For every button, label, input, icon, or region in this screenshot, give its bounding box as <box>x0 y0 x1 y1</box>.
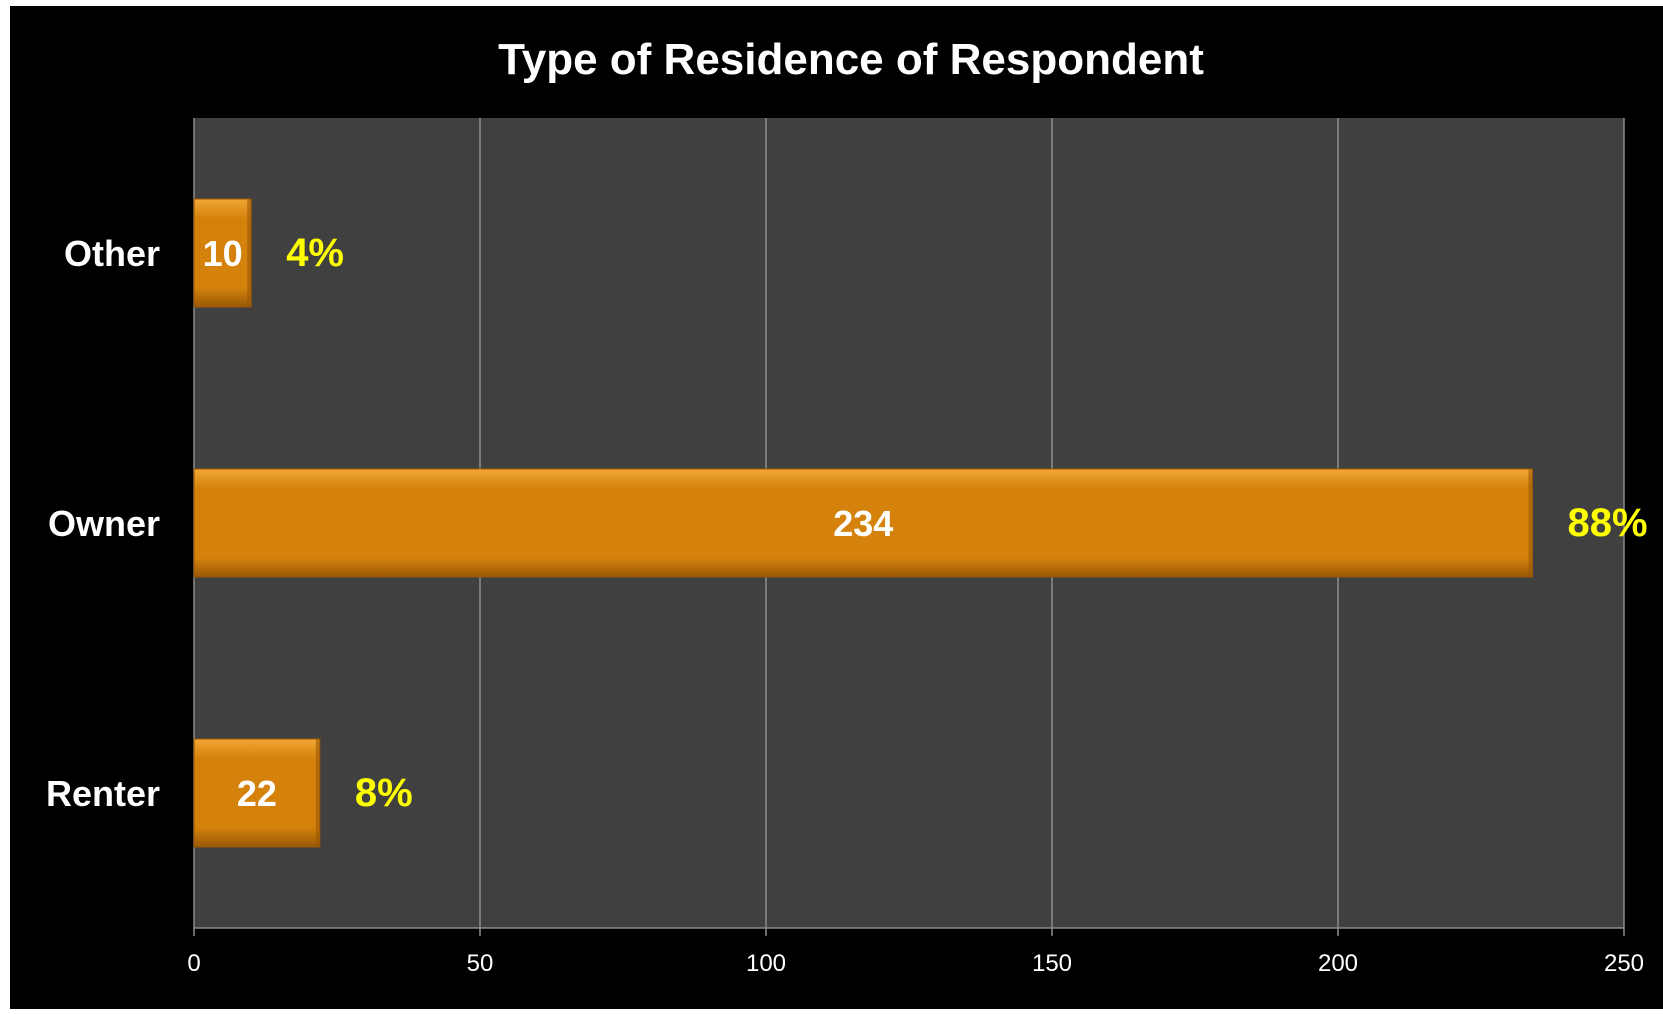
x-tick-label: 250 <box>1604 950 1644 977</box>
x-tick-label: 150 <box>1032 950 1072 977</box>
x-tick-label: 200 <box>1318 950 1358 977</box>
category-labels: Other Owner Renter <box>46 233 160 814</box>
bar-bevel <box>315 739 320 847</box>
x-tick-label: 50 <box>467 950 494 977</box>
bar-value-label: 10 <box>203 233 243 274</box>
category-label: Other <box>64 233 160 274</box>
x-tick-label: 100 <box>746 950 786 977</box>
bar-bevel <box>1528 469 1533 577</box>
bar-value-label: 22 <box>237 773 277 814</box>
bar <box>193 198 252 308</box>
bars: 10 4% 234 88% 22 8% <box>193 198 1648 848</box>
x-tick-label: 0 <box>187 950 200 977</box>
bar-percent-label: 88% <box>1567 501 1647 545</box>
bar <box>193 468 1533 578</box>
bar-percent-label: 4% <box>286 231 344 275</box>
bar-group: 234 88% <box>193 468 1648 578</box>
bar-bevel <box>247 199 252 307</box>
chart-title: Type of Residence of Respondent <box>498 35 1204 84</box>
x-axis-ticks: 0 50 100 150 200 250 <box>187 950 1644 977</box>
bar-percent-label: 8% <box>355 771 413 815</box>
bar-group: 10 4% <box>193 198 344 308</box>
bar-group: 22 8% <box>193 738 413 848</box>
category-label: Renter <box>46 773 160 814</box>
category-label: Owner <box>48 503 160 544</box>
bar-value-label: 234 <box>833 503 893 544</box>
